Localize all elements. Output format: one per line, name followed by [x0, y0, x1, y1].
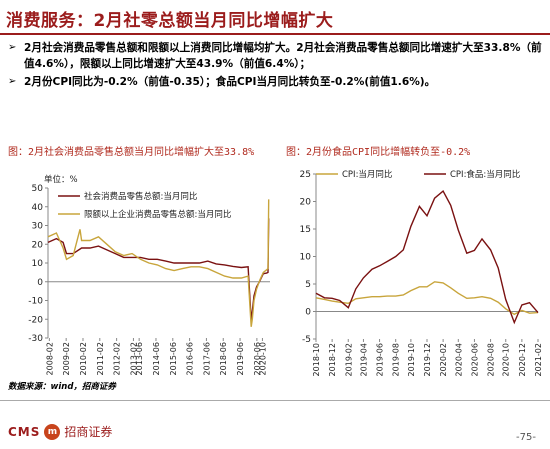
x-tick-label: 2019-06: [236, 342, 245, 375]
company-logo: CMS m 招商证券: [8, 423, 112, 440]
x-tick-label: 2018-12: [328, 343, 337, 376]
x-tick-label: 2020-06: [470, 343, 479, 376]
bullet-text: 2月份CPI同比为-0.2%（前值-0.35）；食品CPI当月同比转负至-0.2…: [24, 76, 436, 88]
y-tick-label: 15: [300, 225, 311, 235]
x-tick-label: 2019-06: [376, 343, 385, 376]
x-tick-label: 2010-02: [79, 342, 88, 375]
x-tick-label: 2009-02: [62, 342, 71, 375]
footer-divider: [0, 400, 550, 401]
series-line: [47, 199, 270, 327]
series-line: [315, 190, 539, 325]
x-tick-label: 2017-06: [202, 342, 211, 375]
x-tick-label: 2012-02: [113, 342, 122, 375]
y-tick-label: -5: [302, 335, 311, 345]
x-tick-label: 2011-02: [96, 342, 105, 375]
x-tick-label: 2018-10: [312, 343, 321, 376]
x-tick-label: 2019-08: [392, 343, 401, 376]
x-tick-label: 2018-06: [219, 342, 228, 375]
page-number: -75-: [516, 432, 536, 443]
x-tick-label: 2020-08: [487, 343, 496, 376]
food-cpi-chart: -5 0 5 10 15 20 25 2018-10 2018-12 2019-02 2019-04…: [300, 169, 543, 376]
arrow-bullet-icon: ➢: [8, 42, 17, 53]
legend-label: CPI:食品:当月同比: [450, 169, 520, 180]
y-tick-label: -30: [28, 334, 43, 344]
x-tick-label: 2015-06: [169, 342, 178, 375]
x-tick-label: 2020-04: [454, 343, 463, 376]
y-tick-label: 20: [300, 198, 312, 208]
series-line: [315, 281, 539, 316]
y-tick-label: -20: [28, 315, 43, 325]
x-tick-label: 2020-10: [258, 342, 267, 375]
y-tick-label: 0: [305, 308, 311, 318]
y-tick-label: 50: [32, 184, 44, 194]
x-tick-label: 2020-10: [502, 343, 511, 376]
x-tick-label: 2013-02: [129, 342, 138, 375]
legend-label: CPI:当月同比: [342, 169, 392, 180]
y-tick-label: 40: [32, 203, 44, 213]
y-tick-label: 10: [300, 253, 312, 263]
series-line: [47, 218, 270, 321]
x-tick-label: 2019-12: [423, 343, 432, 376]
x-tick-label: 2020-06: [253, 342, 262, 375]
y-tick-label: 0: [37, 278, 43, 288]
page-title: 消费服务：2月社零总额当月同比增幅扩大: [6, 11, 334, 31]
y-tick-label: 10: [32, 259, 44, 269]
title-divider: [0, 33, 550, 35]
bullet-text: 2月社会消费品零售总额和限额以上消费同比增幅均扩大。2月社会消费品零售总额同比增…: [24, 42, 542, 70]
y-tick-label: 5: [305, 280, 311, 290]
legend-label: 限额以上企业消费品零售总额:当月同比: [84, 209, 231, 220]
bullet-item: ➢ 2月份CPI同比为-0.2%（前值-0.35）；食品CPI当月同比转负至-0…: [6, 74, 544, 90]
chart-title: 图：2月份食品CPI同比增幅转负至-0.2%: [286, 147, 471, 158]
bullet-list: ➢ 2月社会消费品零售总额和限额以上消费同比增幅均扩大。2月社会消费品零售总额同…: [6, 40, 544, 92]
logo-text: CMS: [8, 424, 41, 439]
y-tick-label: 30: [32, 222, 44, 232]
x-tick-label: 2021-02: [534, 343, 543, 376]
y-tick-label: -10: [28, 297, 43, 307]
x-tick-label: 2019-02: [344, 343, 353, 376]
arrow-bullet-icon: ➢: [8, 76, 17, 87]
x-tick-label: 2019-10: [407, 343, 416, 376]
x-tick-label: 2014-06: [152, 342, 161, 375]
chart-panel-food-cpi: 图：2月份食品CPI同比增幅转负至-0.2% -5 0 5 10 15 20 25 2018-…: [286, 146, 544, 376]
unit-label: 单位：%: [44, 174, 78, 185]
retail-sales-chart: -30 -20 -10 0 10 20 30 40 50 2008-02 2009-02 2010-0…: [28, 174, 270, 375]
legend-label: 社会消费品零售总额:当月同比: [84, 191, 197, 202]
logo-mark-icon: m: [44, 423, 61, 440]
x-tick-label: 2020-12: [518, 343, 527, 376]
chart-title: 图：2月社会消费品零售总额当月同比增幅扩大至33.8%: [8, 147, 255, 158]
data-source: 数据来源：wind，招商证券: [8, 382, 116, 392]
x-tick-label: 2013-06: [135, 342, 144, 375]
y-tick-label: 20: [32, 240, 44, 250]
logo-chinese: 招商证券: [64, 425, 113, 439]
x-tick-label: 2008-02: [45, 342, 54, 375]
x-tick-label: 2020-02: [439, 343, 448, 376]
bullet-item: ➢ 2月社会消费品零售总额和限额以上消费同比增幅均扩大。2月社会消费品零售总额同…: [6, 40, 544, 72]
x-tick-label: 2019-04: [359, 343, 368, 376]
x-tick-label: 2016-06: [186, 342, 195, 375]
y-tick-label: 25: [300, 170, 311, 180]
chart-panel-retail-sales: 图：2月社会消费品零售总额当月同比增幅扩大至33.8% -30 -20 -10 0 10…: [8, 146, 276, 376]
